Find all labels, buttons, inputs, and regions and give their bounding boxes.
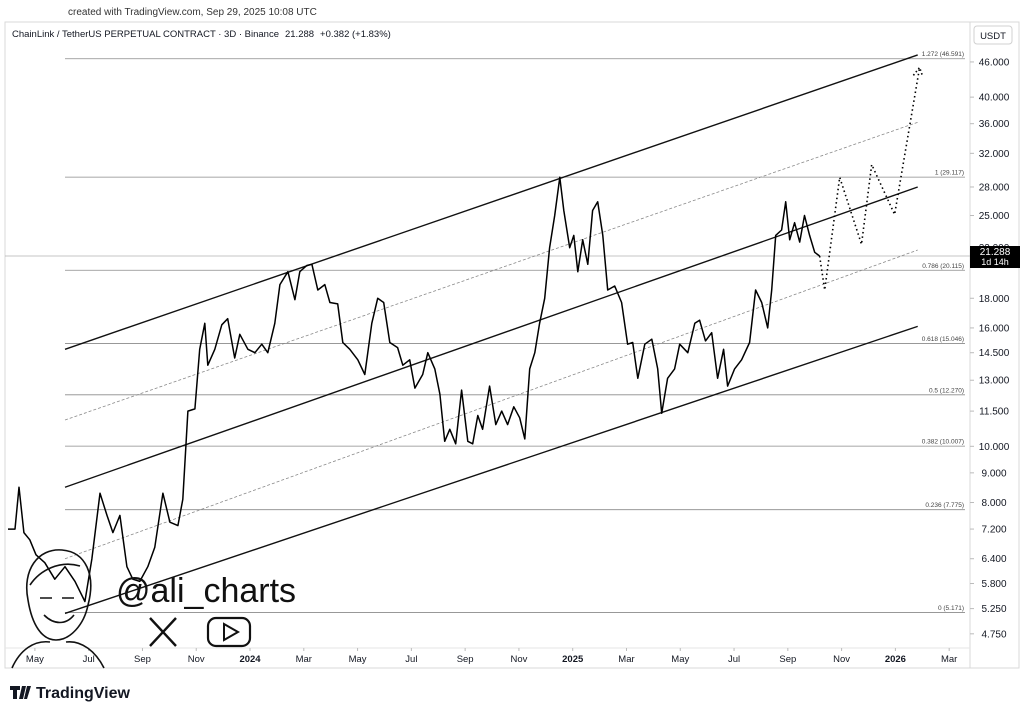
y-tick-label: 5.250 <box>981 604 1006 615</box>
y-tick-label: 28.000 <box>979 182 1010 193</box>
watermark: @ali_charts <box>11 549 296 669</box>
header-price: 21.288 <box>285 29 314 40</box>
x-tick-label: 2025 <box>562 654 584 665</box>
y-tick-label: 6.400 <box>981 554 1006 565</box>
fib-label: 0.618 (15.046) <box>922 336 964 343</box>
y-tick-label: 13.000 <box>979 376 1010 387</box>
x-tick-label: Nov <box>833 654 850 665</box>
y-tick-label: 8.000 <box>981 498 1006 509</box>
x-tick-label: Sep <box>134 654 151 665</box>
fib-label: 1 (29.117) <box>935 170 964 177</box>
channel-line <box>64 325 918 615</box>
fib-label: 0.5 (12.270) <box>929 387 964 394</box>
y-tick-label: 7.200 <box>981 525 1006 536</box>
x-tick-label: Sep <box>457 654 474 665</box>
fib-label: 0.382 (10.007) <box>922 439 964 446</box>
y-tick-label: 18.000 <box>979 294 1010 305</box>
price-tag-value: 21.288 <box>980 247 1011 258</box>
watermark-handle: @ali_charts <box>116 572 296 610</box>
y-tick-label: 40.000 <box>979 93 1010 104</box>
channel-line <box>64 54 918 350</box>
x-tick-label: 2024 <box>239 654 261 665</box>
created-note: created with TradingView.com, Sep 29, 20… <box>68 7 317 18</box>
y-tick-label: 5.800 <box>981 579 1006 590</box>
avatar <box>11 549 105 669</box>
brand-name: TradingView <box>36 685 131 702</box>
x-tick-label: Mar <box>618 654 634 665</box>
x-tick-label: Nov <box>510 654 527 665</box>
y-tick-label: 25.000 <box>979 211 1010 222</box>
y-tick-label: 46.000 <box>979 57 1010 68</box>
y-tick-label: 10.000 <box>979 442 1010 453</box>
x-tick-label: 2026 <box>885 654 906 665</box>
fib-label: 0.236 (7.775) <box>925 502 964 509</box>
fib-label: 0 (5.171) <box>938 605 964 612</box>
x-tick-label: Nov <box>188 654 205 665</box>
x-tick-label: Jul <box>728 654 740 665</box>
x-tick-label: Jul <box>83 654 95 665</box>
plot: 46.00040.00036.00032.00028.00025.00022.0… <box>5 51 1020 665</box>
x-icon <box>149 617 177 647</box>
y-tick-label: 4.750 <box>981 629 1006 640</box>
price-tag-countdown: 1d 14h <box>981 257 1009 267</box>
fib-label: 1.272 (46.591) <box>922 51 964 58</box>
brand-logo <box>10 686 31 699</box>
x-tick-label: May <box>349 654 367 665</box>
y-tick-label: 16.000 <box>979 323 1010 334</box>
x-tick-label: May <box>671 654 689 665</box>
fib-label: 0.786 (20.115) <box>922 263 964 270</box>
price-line-series <box>8 176 821 603</box>
channel-midline <box>64 249 918 560</box>
y-tick-label: 36.000 <box>979 119 1010 130</box>
channel-midline <box>64 121 918 421</box>
projection-arrow <box>912 65 924 78</box>
x-tick-label: Jul <box>405 654 417 665</box>
y-tick-label: 11.500 <box>979 407 1009 418</box>
youtube-play <box>223 622 241 642</box>
symbol-title: ChainLink / TetherUS PERPETUAL CONTRACT … <box>12 29 279 40</box>
brand: TradingView <box>10 685 131 702</box>
chart-frame <box>4 21 1020 669</box>
currency-button[interactable] <box>973 25 1013 45</box>
price-tag <box>970 246 1020 269</box>
y-tick-label: 9.000 <box>981 468 1006 479</box>
youtube-icon <box>206 616 252 648</box>
y-tick-label: 14.500 <box>979 348 1010 359</box>
x-tick-label: Mar <box>296 654 312 665</box>
y-tick-label: 32.000 <box>979 149 1010 160</box>
x-tick-label: May <box>26 654 44 665</box>
x-tick-label: Mar <box>941 654 957 665</box>
x-tick-label: Sep <box>779 654 796 665</box>
header-change: +0.382 (+1.83%) <box>320 29 391 40</box>
currency[interactable]: USDT <box>980 31 1006 42</box>
